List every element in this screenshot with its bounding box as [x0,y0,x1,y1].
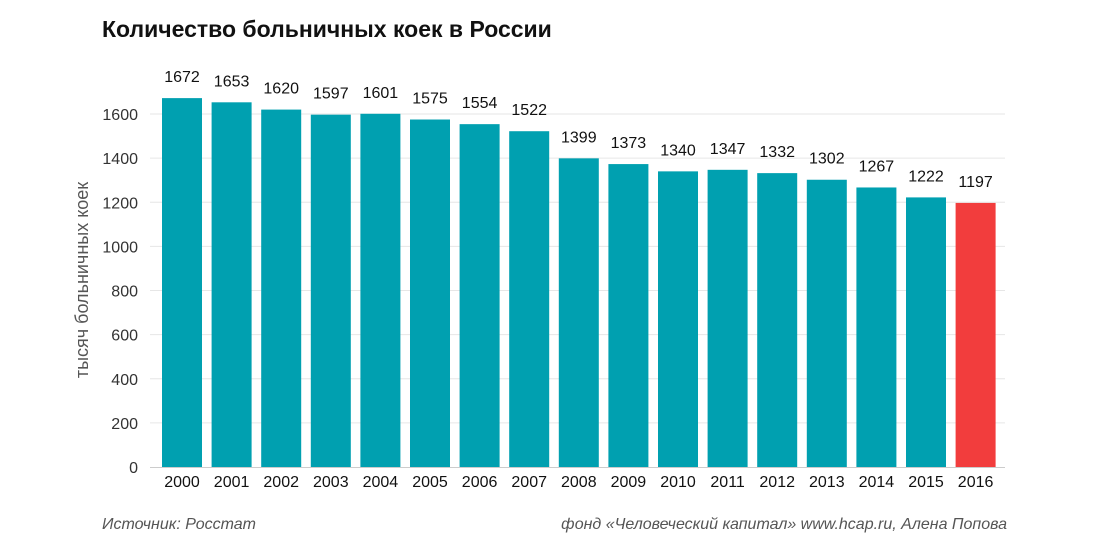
x-tick-label-2015: 2015 [908,474,944,491]
bar-2012 [757,173,798,467]
x-tick-label-2001: 2001 [214,474,250,491]
data-label-2012: 1332 [759,144,795,161]
bars [162,98,996,468]
bar-2008 [558,158,599,467]
y-tick-label-0: 0 [129,460,138,477]
x-tick-label-2004: 2004 [363,474,399,491]
y-tick-label-1400: 1400 [102,151,138,168]
source-note: Источник: Росстат [102,516,256,533]
data-labels: 1672 1653 1620 1597 1601 1575 1554 1522 1399 1373… [164,69,993,191]
data-label-2001: 1653 [214,73,250,90]
data-label-2016: 1197 [958,174,993,191]
data-label-2015: 1222 [908,168,944,185]
x-tick-label-2014: 2014 [859,474,895,491]
bar-2004 [360,113,401,468]
y-tick-label-1000: 1000 [102,239,138,256]
chart-title: Количество больничных коек в России [102,16,552,42]
data-label-2009: 1373 [611,135,647,152]
y-tick-label-400: 400 [111,372,138,389]
data-label-2000: 1672 [164,69,200,86]
bar-2000 [162,98,202,468]
data-label-2010: 1340 [660,142,696,159]
bar-2016 [955,202,996,468]
data-label-2008: 1399 [561,129,597,146]
x-tick-label-2003: 2003 [313,474,349,491]
bar-2006 [459,124,500,468]
x-tick-label-2002: 2002 [263,474,299,491]
x-tick-label-2005: 2005 [412,474,448,491]
bar-2014 [856,187,897,467]
x-tick-label-2007: 2007 [511,474,547,491]
x-tick-label-2000: 2000 [164,474,200,491]
data-label-2006: 1554 [462,95,498,112]
bar-2011 [707,169,748,468]
data-label-2004: 1601 [363,85,399,102]
bar-2001 [211,102,252,467]
x-tick-label-2008: 2008 [561,474,597,491]
x-tick-label-2013: 2013 [809,474,845,491]
y-tick-label-800: 800 [111,284,138,301]
bar-2003 [310,114,351,468]
x-tick-label-2006: 2006 [462,474,498,491]
data-label-2002: 1620 [263,81,299,98]
y-tick-label-1600: 1600 [102,107,138,124]
bar-2002 [261,109,302,468]
y-tick-label-1200: 1200 [102,195,138,212]
y-tick-label-600: 600 [111,328,138,345]
y-tick-label-200: 200 [111,416,138,433]
data-label-2014: 1267 [859,158,895,175]
bar-2005 [410,119,450,467]
x-axis-ticks: 2000 2001 2002 2003 2004 2005 2006 2007 2008 2009… [164,474,993,491]
y-axis-title: тысяч больничных коек [72,182,92,378]
x-tick-label-2010: 2010 [660,474,696,491]
bar-2013 [806,179,847,467]
x-tick-label-2009: 2009 [611,474,647,491]
bar-2009 [608,164,649,467]
data-label-2007: 1522 [511,102,547,119]
data-label-2003: 1597 [313,86,349,103]
data-label-2011: 1347 [710,141,746,158]
x-tick-label-2012: 2012 [759,474,795,491]
data-label-2013: 1302 [809,151,845,168]
bar-2010 [658,171,698,468]
y-axis-ticks: 0 200 400 600 800 1000 1200 1400 1600 [102,107,138,477]
x-tick-label-2016: 2016 [958,474,994,491]
data-label-2005: 1575 [412,91,448,108]
bar-2015 [906,197,946,468]
x-tick-label-2011: 2011 [710,474,745,491]
bar-2007 [509,131,550,468]
credit-note: фонд «Человеческий капитал» www.hcap.ru,… [561,516,1007,533]
